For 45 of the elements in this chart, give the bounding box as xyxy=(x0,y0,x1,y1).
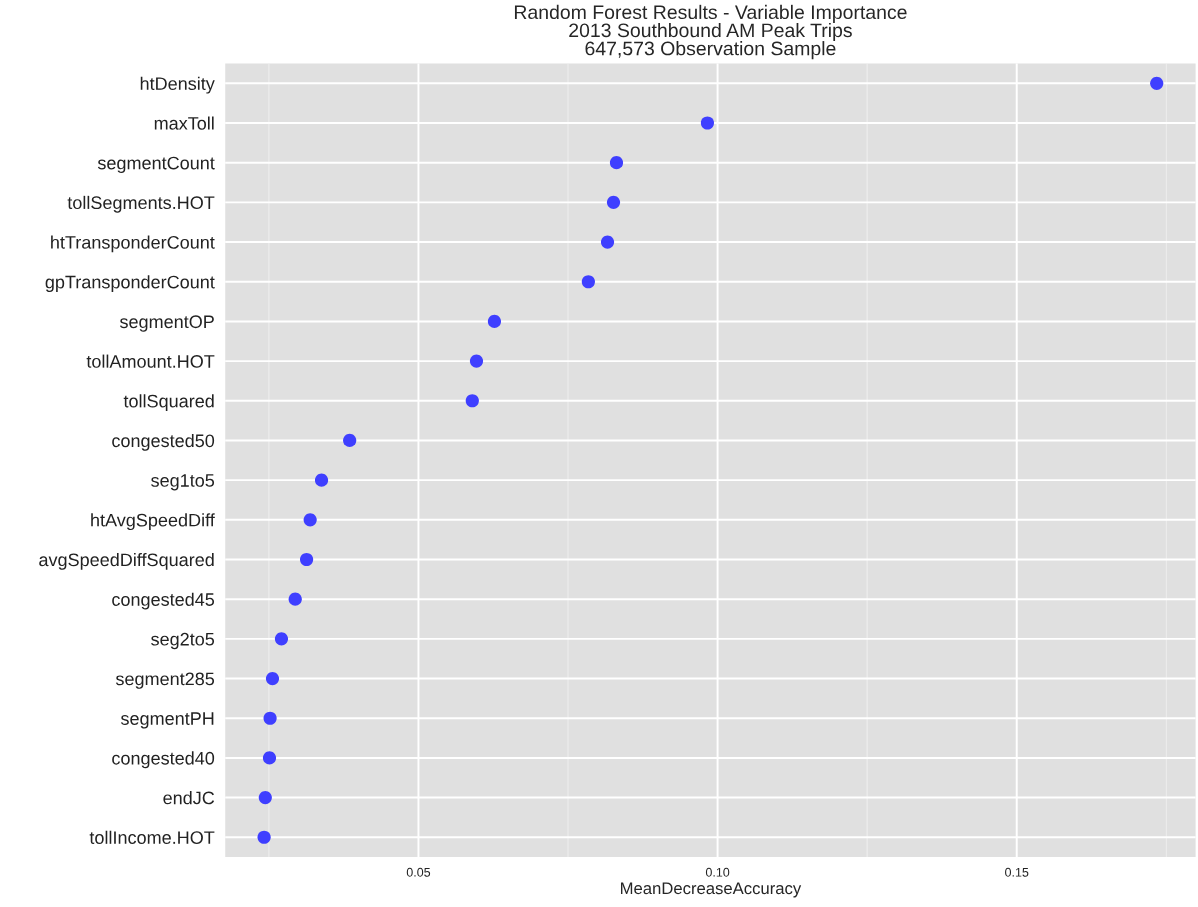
y-tick-label: tollAmount.HOT xyxy=(86,354,215,368)
point xyxy=(288,592,302,606)
point xyxy=(258,791,272,805)
y-tick-label: endJC xyxy=(163,791,215,805)
y-tick-label: congested50 xyxy=(112,433,215,451)
point xyxy=(700,116,715,130)
point xyxy=(465,394,479,408)
x-tick-label: 0.15 xyxy=(1005,867,1029,877)
x-tick-label: 0.05 xyxy=(406,867,431,877)
point xyxy=(469,354,484,368)
y-tick-label: htDensity xyxy=(140,76,215,94)
y-tick-label: seg2to5 xyxy=(151,632,215,650)
y-tick-label: tollSquared xyxy=(123,394,214,412)
y-tick-label: congested40 xyxy=(112,751,215,769)
point xyxy=(1150,76,1164,90)
y-tick-label: htTransponderCount xyxy=(51,235,215,253)
point xyxy=(487,314,502,329)
chart-title: Random Forest Results - Variable Importance 2013 Southbound AM Peak Trips 647,573 Observation Sample xyxy=(514,4,907,60)
y-tick-label: segmentPH xyxy=(120,712,214,729)
point xyxy=(343,433,357,448)
y-tick-label: tollIncome.HOT xyxy=(89,830,215,844)
y-tick-label: segmentOP xyxy=(119,315,214,332)
y-tick-label: seg1to5 xyxy=(151,474,215,491)
point xyxy=(262,751,277,765)
y-tick-label: gpTransponderCount xyxy=(45,275,215,293)
point xyxy=(581,275,595,289)
y-tick-label: avgSpeedDiffSquared xyxy=(39,552,214,570)
y-tick-label: tollSegments.HOT xyxy=(67,195,215,213)
x-tick-label: 0.10 xyxy=(705,867,730,877)
point xyxy=(303,513,317,527)
y-tick-label: segment285 xyxy=(115,672,215,689)
y-tick-label: htAvgSpeedDiff xyxy=(91,513,215,531)
point xyxy=(265,671,280,686)
y-tick-label: segmentCount xyxy=(97,156,215,173)
point xyxy=(263,711,277,725)
point xyxy=(300,552,314,567)
point xyxy=(257,830,271,844)
point xyxy=(314,473,329,487)
point xyxy=(600,235,615,249)
y-tick-label: maxToll xyxy=(154,116,214,130)
y-tick-label: congested45 xyxy=(112,592,215,610)
x-axis-title: MeanDecreaseAccuracy xyxy=(621,882,802,898)
point xyxy=(274,632,289,646)
point xyxy=(606,195,621,209)
point xyxy=(609,156,624,170)
